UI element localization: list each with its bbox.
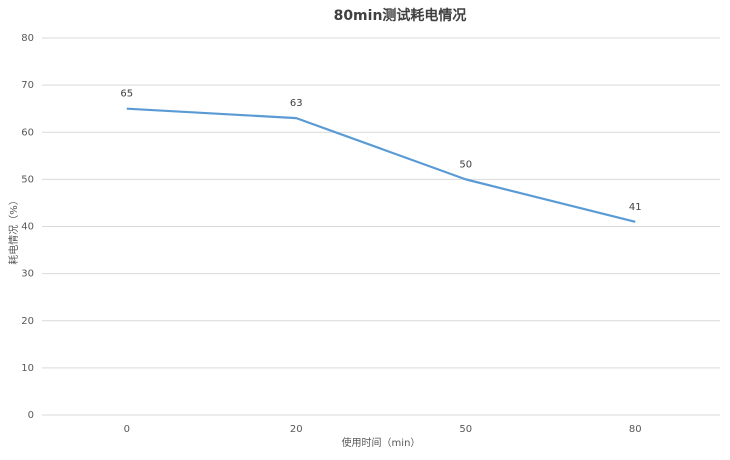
data-label: 65 xyxy=(120,89,133,100)
y-tick-label: 40 xyxy=(21,222,34,233)
data-label: 41 xyxy=(629,202,642,213)
y-tick-label: 0 xyxy=(28,410,34,421)
x-axis-label: 使用时间（min） xyxy=(342,436,421,449)
y-tick-label: 10 xyxy=(21,363,34,374)
y-tick-label: 60 xyxy=(21,127,34,138)
y-tick-label: 70 xyxy=(21,80,34,91)
y-tick-label: 30 xyxy=(21,269,34,280)
data-label: 50 xyxy=(459,159,472,170)
y-tick-label: 20 xyxy=(21,316,34,327)
x-tick-label: 0 xyxy=(124,424,130,435)
y-tick-label: 80 xyxy=(21,33,34,44)
x-tick-label: 80 xyxy=(629,424,642,435)
data-line xyxy=(126,107,636,223)
y-axis-label: 耗电情况（%） xyxy=(7,195,20,265)
x-tick-label: 20 xyxy=(290,424,303,435)
data-label: 63 xyxy=(290,98,303,109)
x-tick-label: 50 xyxy=(459,424,472,435)
chart-title: 80min测试耗电情况 xyxy=(334,7,467,24)
y-tick-label: 50 xyxy=(21,174,34,185)
